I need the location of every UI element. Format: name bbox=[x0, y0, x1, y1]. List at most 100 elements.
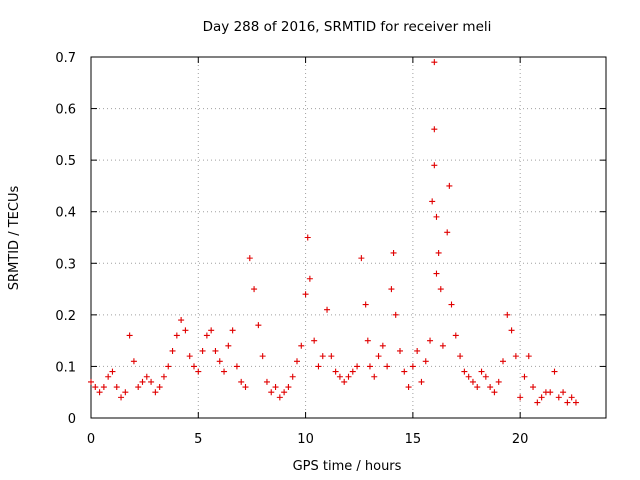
data-point bbox=[315, 363, 322, 370]
data-point bbox=[100, 384, 107, 391]
data-point bbox=[281, 389, 288, 396]
data-point bbox=[366, 363, 373, 370]
data-point bbox=[304, 234, 311, 241]
x-tick-label: 20 bbox=[512, 432, 529, 447]
data-point bbox=[96, 389, 103, 396]
data-point bbox=[319, 353, 326, 360]
data-point bbox=[433, 270, 440, 277]
data-point bbox=[336, 373, 343, 380]
data-point bbox=[474, 384, 481, 391]
data-point bbox=[564, 399, 571, 406]
data-point bbox=[130, 358, 137, 365]
data-point bbox=[521, 373, 528, 380]
data-point bbox=[405, 384, 412, 391]
y-tick-label: 0.7 bbox=[55, 51, 76, 66]
data-point bbox=[225, 342, 232, 349]
data-point bbox=[195, 368, 202, 375]
data-point bbox=[302, 291, 309, 298]
data-point bbox=[229, 327, 236, 334]
data-point bbox=[208, 327, 215, 334]
data-point bbox=[431, 162, 438, 169]
data-point bbox=[186, 353, 193, 360]
data-point bbox=[547, 389, 554, 396]
data-point bbox=[212, 347, 219, 354]
data-point bbox=[551, 368, 558, 375]
data-point bbox=[364, 337, 371, 344]
data-point bbox=[122, 389, 129, 396]
y-tick-label: 0.5 bbox=[55, 154, 76, 169]
x-tick-label: 15 bbox=[405, 432, 422, 447]
data-point bbox=[517, 394, 524, 401]
data-point bbox=[375, 353, 382, 360]
x-tick-label: 0 bbox=[87, 432, 95, 447]
data-point bbox=[203, 332, 210, 339]
data-point bbox=[358, 255, 365, 262]
data-point bbox=[143, 373, 150, 380]
data-point bbox=[109, 368, 116, 375]
data-point bbox=[431, 126, 438, 133]
data-point bbox=[160, 373, 167, 380]
data-point bbox=[433, 213, 440, 220]
data-point bbox=[238, 378, 245, 385]
data-point bbox=[113, 384, 120, 391]
data-point bbox=[332, 368, 339, 375]
data-point bbox=[508, 327, 515, 334]
data-point bbox=[452, 332, 459, 339]
data-point bbox=[276, 394, 283, 401]
data-point bbox=[530, 384, 537, 391]
data-point bbox=[371, 373, 378, 380]
data-point bbox=[182, 327, 189, 334]
data-point bbox=[457, 353, 464, 360]
data-point bbox=[388, 286, 395, 293]
data-point bbox=[362, 301, 369, 308]
data-point bbox=[384, 363, 391, 370]
data-point bbox=[487, 384, 494, 391]
data-point bbox=[390, 249, 397, 256]
data-points bbox=[88, 59, 579, 406]
data-point bbox=[418, 378, 425, 385]
data-point bbox=[512, 353, 519, 360]
data-point bbox=[379, 342, 386, 349]
data-point bbox=[341, 378, 348, 385]
data-point bbox=[135, 384, 142, 391]
data-point bbox=[285, 384, 292, 391]
data-point bbox=[444, 229, 451, 236]
data-point bbox=[448, 301, 455, 308]
data-point bbox=[525, 353, 532, 360]
data-point bbox=[446, 182, 453, 189]
data-point bbox=[414, 347, 421, 354]
data-point bbox=[233, 363, 240, 370]
data-point bbox=[199, 347, 206, 354]
data-point bbox=[461, 368, 468, 375]
data-point bbox=[435, 249, 442, 256]
data-point bbox=[268, 389, 275, 396]
data-point bbox=[294, 358, 300, 365]
data-point bbox=[439, 342, 446, 349]
data-point bbox=[263, 378, 270, 385]
data-point bbox=[568, 394, 575, 401]
data-point bbox=[495, 378, 502, 385]
data-point bbox=[126, 332, 133, 339]
data-point bbox=[409, 363, 416, 370]
data-point bbox=[105, 373, 112, 380]
chart-title: Day 288 of 2016, SRMTID for receiver mel… bbox=[203, 19, 492, 35]
data-point bbox=[431, 59, 438, 66]
data-point bbox=[491, 389, 498, 396]
data-point bbox=[500, 358, 506, 365]
y-tick-label: 0.3 bbox=[55, 257, 76, 272]
data-point bbox=[482, 373, 489, 380]
plot-frame bbox=[90, 56, 607, 419]
data-point bbox=[148, 378, 155, 385]
data-point bbox=[272, 384, 279, 391]
x-axis-label: GPS time / hours bbox=[293, 459, 402, 474]
data-point bbox=[255, 322, 262, 329]
data-point bbox=[191, 363, 197, 370]
data-point bbox=[156, 384, 163, 391]
data-point bbox=[465, 373, 472, 380]
data-point bbox=[242, 384, 249, 391]
data-point bbox=[469, 378, 476, 385]
data-point bbox=[216, 358, 223, 365]
data-point bbox=[538, 394, 545, 401]
data-point bbox=[422, 358, 429, 365]
